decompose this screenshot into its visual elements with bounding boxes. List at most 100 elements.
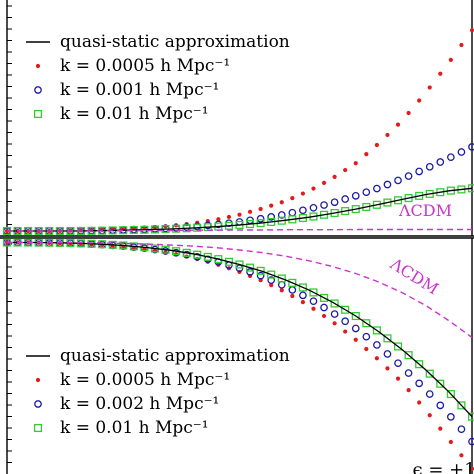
data-point <box>290 293 295 299</box>
lcdm-line <box>7 241 473 339</box>
data-point <box>469 28 474 33</box>
data-point <box>309 203 318 212</box>
series-qsa <box>7 241 473 418</box>
data-point <box>343 329 348 334</box>
data-point <box>457 401 466 410</box>
data-point <box>436 158 445 166</box>
data-point <box>459 453 464 458</box>
data-point <box>468 437 474 446</box>
data-point <box>343 167 348 173</box>
data-point <box>394 176 402 185</box>
data-point <box>226 214 232 220</box>
data-point <box>415 167 424 176</box>
legend: quasi-static approximation k = 0.0005 h M… <box>26 346 290 438</box>
data-point <box>341 317 350 326</box>
lcdm-annotation: ΛCDM <box>398 201 452 220</box>
data-point <box>447 413 455 421</box>
data-point <box>364 346 369 352</box>
series-lcdm <box>7 228 472 232</box>
data-point <box>374 356 379 361</box>
data-point <box>330 198 339 207</box>
data-point <box>385 132 390 138</box>
data-point <box>269 282 274 288</box>
data-point <box>393 342 403 351</box>
data-point <box>299 206 307 215</box>
data-point <box>298 283 307 292</box>
data-point <box>395 122 401 127</box>
legend-label: quasi-static approximation <box>60 346 290 366</box>
data-point <box>311 186 316 191</box>
data-point <box>279 288 284 293</box>
data-point <box>267 276 276 284</box>
data-point <box>321 180 327 185</box>
data-point <box>256 271 265 280</box>
data-point <box>300 191 306 196</box>
data-point <box>269 203 274 208</box>
data-point <box>311 306 316 311</box>
data-point <box>193 250 202 259</box>
data-point <box>436 379 445 388</box>
data-point <box>267 213 276 221</box>
data-point <box>469 466 474 471</box>
data-point <box>447 153 455 162</box>
legend-marker <box>34 400 42 408</box>
data-point <box>235 260 244 269</box>
lcdm-annotation: ΛCDM <box>386 254 442 299</box>
data-point <box>467 412 474 421</box>
legend-label: k = 0.0005 h Mpc⁻¹ <box>60 56 230 76</box>
data-point <box>383 334 392 343</box>
data-point <box>425 369 434 378</box>
data-point <box>427 85 432 90</box>
data-point <box>468 143 474 151</box>
data-point <box>438 71 443 76</box>
data-point <box>457 148 466 156</box>
data-point <box>383 198 392 207</box>
data-point <box>309 297 318 306</box>
legend-marker <box>34 86 42 94</box>
top-panel: quasi-static approximation k = 0.0005 h M… <box>0 0 474 237</box>
data-point <box>362 319 371 328</box>
data-point <box>372 326 381 335</box>
legend-marker <box>35 377 41 383</box>
data-point <box>373 341 381 349</box>
lcdm-line <box>7 228 472 232</box>
data-point <box>406 388 411 393</box>
data-point <box>417 98 422 103</box>
data-point <box>448 57 453 62</box>
data-point <box>246 268 254 276</box>
data-point <box>457 425 466 434</box>
legend-marker <box>33 109 43 119</box>
data-point <box>427 413 432 418</box>
data-point <box>459 42 464 48</box>
data-point <box>214 255 223 264</box>
epsilon-annotation: ϵ = +1 <box>413 459 474 474</box>
data-point <box>258 206 263 212</box>
data-point <box>332 174 337 180</box>
legend-label: k = 0.002 h Mpc⁻¹ <box>60 394 219 414</box>
data-point <box>374 142 379 148</box>
data-point <box>395 376 401 381</box>
data-point <box>417 400 422 405</box>
legend: quasi-static approximation k = 0.0005 h M… <box>26 32 290 124</box>
bottom-panel: quasi-static approximation k = 0.0005 h M… <box>0 237 474 474</box>
y-ticks <box>7 243 12 463</box>
data-point <box>404 369 413 377</box>
data-point <box>385 366 390 371</box>
data-point <box>394 359 402 368</box>
data-point <box>373 184 381 193</box>
data-point <box>288 278 297 287</box>
data-point <box>330 310 339 318</box>
data-point <box>300 300 306 305</box>
data-point <box>351 311 360 321</box>
data-point <box>364 151 369 157</box>
qsa-line <box>7 241 473 418</box>
data-point <box>353 161 358 166</box>
legend-label: k = 0.01 h Mpc⁻¹ <box>60 418 209 438</box>
data-point <box>383 350 392 358</box>
data-point <box>362 188 371 197</box>
data-point <box>362 332 371 341</box>
data-point <box>448 439 453 445</box>
data-point <box>288 208 297 217</box>
data-point <box>383 180 392 189</box>
